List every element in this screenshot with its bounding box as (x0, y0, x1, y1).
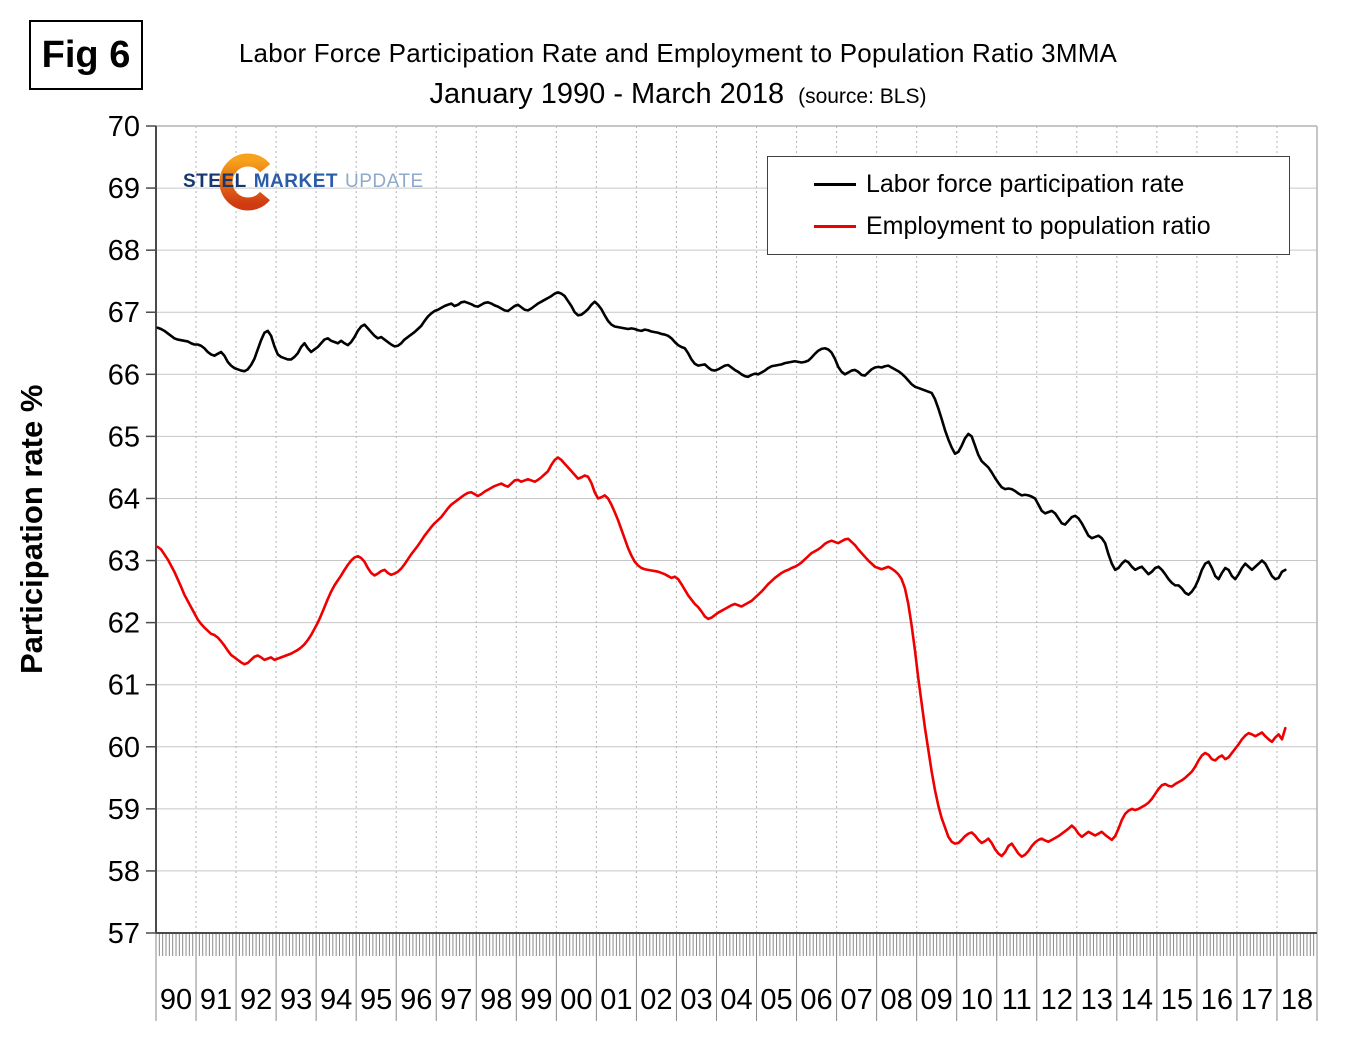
chart-title: Labor Force Participation Rate and Emplo… (238, 38, 1118, 68)
x-tick-label: 98 (480, 984, 512, 1016)
x-tick-label: 06 (800, 984, 832, 1016)
chart-subtitle: January 1990 - March 2018 (source: BLS) (0, 78, 1356, 111)
y-tick-label: 70 (108, 111, 140, 143)
x-tick-label: 12 (1041, 984, 1073, 1016)
y-tick-label: 57 (108, 918, 140, 950)
x-tick-label: 05 (760, 984, 792, 1016)
x-tick-label: 94 (320, 984, 352, 1016)
x-tick-label: 03 (680, 984, 712, 1016)
y-tick-label: 62 (108, 608, 140, 640)
x-tick-label: 91 (200, 984, 232, 1016)
figure-label: Fig 6 (41, 33, 131, 76)
x-tick-label: 92 (240, 984, 272, 1016)
x-tick-label: 17 (1241, 984, 1273, 1016)
legend-swatch-epop (814, 225, 856, 228)
logo-text: STEEL MARKET UPDATE (183, 171, 424, 193)
x-tick-label: 18 (1281, 984, 1313, 1016)
steel-market-update-logo: STEEL MARKET UPDATE (183, 150, 423, 214)
x-tick-label: 10 (961, 984, 993, 1016)
x-tick-label: 09 (921, 984, 953, 1016)
figure-label-box: Fig 6 (29, 20, 143, 90)
legend-item-epop: Employment to population ratio (768, 212, 1289, 241)
x-tick-label: 02 (640, 984, 672, 1016)
y-tick-label: 69 (108, 173, 140, 205)
y-tick-label: 60 (108, 732, 140, 764)
legend: Labor force participation rate Employmen… (767, 156, 1290, 255)
x-tick-label: 90 (160, 984, 192, 1016)
lfpr-line (156, 291, 1287, 596)
y-tick-label: 68 (108, 235, 140, 267)
epop-line (156, 456, 1287, 858)
x-tick-label: 95 (360, 984, 392, 1016)
x-tick-label: 01 (600, 984, 632, 1016)
x-tick-label: 04 (720, 984, 752, 1016)
logo-update: UPDATE (345, 171, 424, 192)
logo-steel: STEEL (183, 171, 247, 192)
x-tick-label: 11 (1002, 984, 1032, 1016)
y-tick-label: 66 (108, 359, 140, 391)
y-tick-label: 59 (108, 794, 140, 826)
y-tick-label: 58 (108, 856, 140, 888)
logo-market: MARKET (253, 171, 339, 192)
x-tick-label: 16 (1201, 984, 1233, 1016)
subtitle-range: January 1990 - March 2018 (429, 78, 785, 110)
y-tick-label: 63 (108, 546, 140, 578)
x-tick-label: 07 (840, 984, 872, 1016)
legend-label-epop: Employment to population ratio (866, 212, 1211, 240)
smu-crescent-icon (219, 153, 277, 211)
y-tick-label: 64 (108, 483, 140, 515)
y-tick-label: 65 (108, 421, 140, 453)
legend-label-lfpr: Labor force participation rate (866, 170, 1185, 198)
legend-swatch-lfpr (814, 183, 856, 186)
x-tick-label: 14 (1121, 984, 1153, 1016)
x-tick-label: 96 (400, 984, 432, 1016)
legend-item-lfpr: Labor force participation rate (768, 170, 1289, 199)
y-tick-label: 61 (108, 670, 140, 702)
x-tick-label: 00 (560, 984, 592, 1016)
x-tick-label: 08 (881, 984, 913, 1016)
x-tick-label: 93 (280, 984, 312, 1016)
x-tick-label: 99 (520, 984, 552, 1016)
x-tick-label: 97 (440, 984, 472, 1016)
y-tick-label: 67 (108, 297, 140, 329)
x-tick-label: 13 (1081, 984, 1113, 1016)
x-tick-label: 15 (1161, 984, 1193, 1016)
source-note: (source: BLS) (798, 85, 927, 108)
